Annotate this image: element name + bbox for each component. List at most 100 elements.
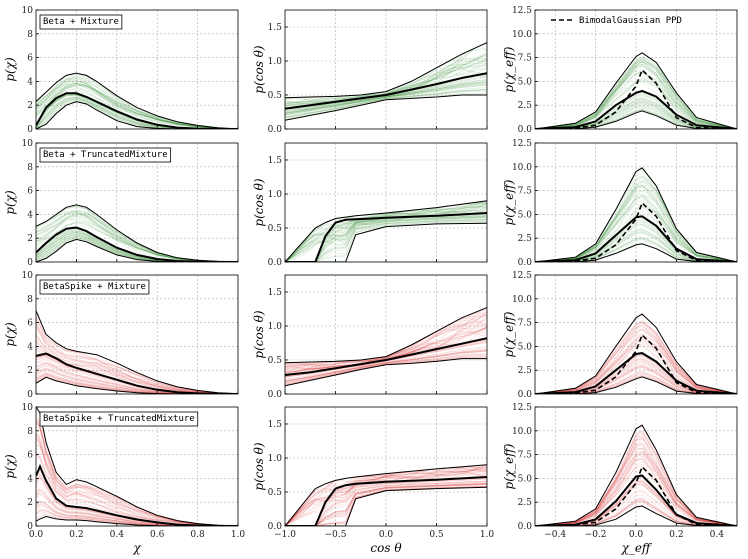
y-tick-label: 0.5: [268, 224, 283, 234]
sample-trace: [285, 355, 487, 385]
x-tick-label: 0.5: [429, 530, 444, 540]
sample-trace: [36, 76, 238, 129]
upper-bound-line: [535, 52, 737, 129]
sample-trace: [285, 219, 487, 262]
sample-trace: [535, 344, 737, 394]
lower-bound-line: [36, 101, 238, 129]
sample-trace: [535, 170, 737, 262]
sample-trace: [285, 210, 487, 262]
sample-trace: [285, 480, 487, 526]
sample-trace: [285, 205, 487, 262]
sample-trace: [535, 65, 737, 129]
sample-trace: [285, 466, 487, 526]
model-label: Beta + Mixture: [43, 17, 119, 27]
panel-frame: [35, 406, 239, 527]
sample-trace: [36, 511, 238, 526]
sample-trace: [285, 482, 487, 526]
y-tick-label: 1.5: [268, 420, 283, 430]
sample-trace: [285, 468, 487, 526]
sample-trace: [535, 60, 737, 129]
y-tick-label: 5.0: [518, 77, 533, 87]
model-label-box: [39, 279, 150, 295]
sample-trace: [535, 342, 737, 394]
median-line: [535, 215, 737, 262]
sample-trace: [285, 347, 487, 381]
sample-trace: [285, 81, 487, 114]
sample-trace: [36, 99, 238, 129]
sample-trace: [285, 486, 487, 526]
sample-trace: [535, 69, 737, 129]
sample-trace: [535, 455, 737, 526]
sample-trace: [535, 61, 737, 129]
sample-trace: [285, 79, 487, 113]
median-line: [36, 463, 238, 526]
sample-trace: [535, 184, 737, 262]
y-axis-label: p(cos θ): [252, 442, 266, 491]
sample-trace: [285, 219, 487, 262]
sample-trace: [36, 324, 238, 394]
sample-trace: [36, 83, 238, 129]
sample-trace: [285, 218, 487, 262]
sample-trace: [36, 324, 238, 394]
sample-trace: [285, 90, 487, 119]
sample-trace: [285, 206, 487, 262]
sample-trace: [535, 72, 737, 129]
panel-r2-c0: 0 2 4 6 8 10 p(χ) BetaSpike + Mixture: [3, 271, 239, 400]
y-tick-label: 0.0: [268, 258, 283, 268]
sample-trace: [285, 349, 487, 382]
sample-trace: [285, 89, 487, 118]
y-tick-label: 7.5: [518, 187, 533, 197]
panel-r1-c2: 0.0 2.5 5.0 7.5 10.0 12.5 p(χ_eff): [502, 139, 738, 268]
sample-trace: [285, 353, 487, 384]
sample-trace: [285, 470, 487, 526]
panel-r0-c1: 0.0 0.5 1.0 1.5 p(cos θ): [252, 9, 488, 135]
ppd-line: [535, 68, 737, 129]
y-tick-label: 1.0: [268, 454, 283, 464]
y-tick-label: 0.5: [268, 91, 283, 101]
y-tick-label: 0.5: [268, 356, 283, 366]
y-tick-label: 2.5: [518, 234, 533, 244]
x-axis-label: cos θ: [370, 541, 402, 555]
median-line: [285, 337, 487, 376]
sample-trace: [36, 341, 238, 394]
sample-trace: [285, 322, 487, 370]
posterior-samples: [285, 464, 487, 526]
sample-trace: [285, 353, 487, 384]
sample-trace: [285, 87, 487, 117]
y-tick-label: 2.5: [518, 498, 533, 508]
y-tick-label: 10.0: [512, 163, 532, 173]
sample-trace: [285, 315, 487, 367]
x-tick-label: 0.0: [29, 530, 44, 540]
sample-trace: [535, 328, 737, 394]
sample-trace: [285, 470, 487, 526]
y-axis-label: p(χ): [3, 190, 17, 215]
y-tick-label: 0.0: [268, 125, 283, 135]
y-tick-label: 5.0: [518, 474, 533, 484]
sample-trace: [285, 467, 487, 526]
y-tick-label: 0: [27, 522, 33, 532]
x-tick-label: 0.8: [190, 530, 205, 540]
y-tick-label: 0.0: [518, 522, 533, 532]
sample-trace: [285, 79, 487, 113]
sample-trace: [36, 82, 238, 129]
panel-r0-c2: 0.0 2.5 5.0 7.5 10.0 12.5 p(χ_eff) BimodalGauss…: [502, 6, 738, 135]
sample-trace: [535, 60, 737, 129]
sample-trace: [285, 483, 487, 526]
x-tick-label: 1.0: [480, 530, 495, 540]
y-tick-label: 5.0: [518, 210, 533, 220]
y-tick-label: 2: [27, 366, 33, 376]
sample-trace: [285, 216, 487, 262]
sample-trace: [285, 351, 487, 383]
sample-trace: [535, 445, 737, 526]
y-tick-label: 6: [27, 54, 33, 64]
y-tick-label: 10: [22, 403, 34, 413]
sample-trace: [285, 81, 487, 114]
sample-trace: [285, 206, 487, 262]
sample-trace: [285, 206, 487, 262]
sample-trace: [36, 85, 238, 129]
y-tick-label: 5.0: [518, 342, 533, 352]
y-tick-label: 6: [27, 319, 33, 329]
panel-r3-c2: 0.0 2.5 5.0 7.5 10.0 12.5 −0.4 −0.2 0.0 0.2 0.4 p(χ…: [502, 403, 738, 555]
median-line: [36, 92, 238, 129]
sample-trace: [535, 56, 737, 129]
